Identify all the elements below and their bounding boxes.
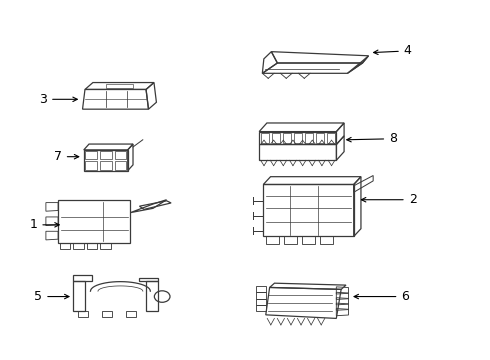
Text: 6: 6	[354, 290, 409, 303]
Text: 2: 2	[362, 193, 416, 206]
Text: 7: 7	[54, 150, 79, 163]
Text: 3: 3	[39, 93, 77, 106]
Text: 8: 8	[347, 132, 397, 145]
Text: 1: 1	[29, 218, 59, 231]
Text: 4: 4	[373, 44, 412, 57]
Text: 5: 5	[34, 290, 69, 303]
